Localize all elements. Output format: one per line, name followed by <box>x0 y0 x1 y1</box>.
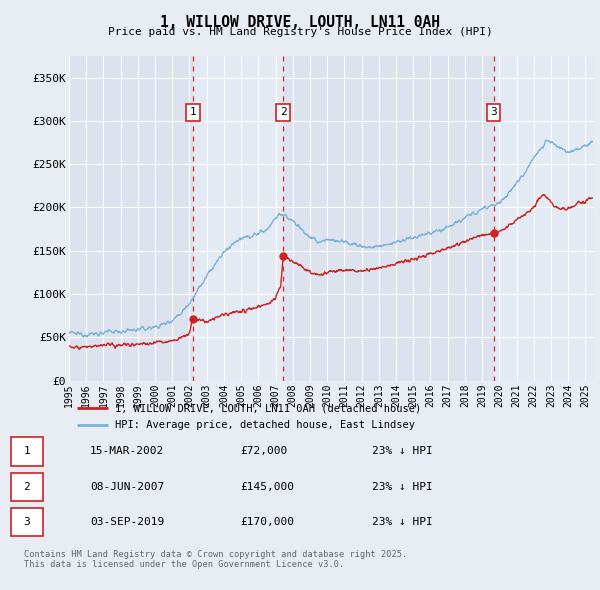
Text: 23% ↓ HPI: 23% ↓ HPI <box>372 517 433 527</box>
Text: Price paid vs. HM Land Registry's House Price Index (HPI): Price paid vs. HM Land Registry's House … <box>107 27 493 37</box>
Text: 1, WILLOW DRIVE, LOUTH, LN11 0AH: 1, WILLOW DRIVE, LOUTH, LN11 0AH <box>160 15 440 30</box>
Bar <box>69 56 193 381</box>
Text: 15-MAR-2002: 15-MAR-2002 <box>90 447 164 456</box>
Bar <box>494 56 594 381</box>
Bar <box>283 56 494 381</box>
Text: 1: 1 <box>190 107 196 117</box>
Text: 1, WILLOW DRIVE, LOUTH, LN11 0AH (detached house): 1, WILLOW DRIVE, LOUTH, LN11 0AH (detach… <box>115 403 422 413</box>
Text: £72,000: £72,000 <box>240 447 287 456</box>
Text: £145,000: £145,000 <box>240 482 294 491</box>
Text: 08-JUN-2007: 08-JUN-2007 <box>90 482 164 491</box>
Text: £170,000: £170,000 <box>240 517 294 527</box>
Text: HPI: Average price, detached house, East Lindsey: HPI: Average price, detached house, East… <box>115 420 415 430</box>
Text: 23% ↓ HPI: 23% ↓ HPI <box>372 482 433 491</box>
Text: 2: 2 <box>23 482 31 491</box>
Text: 3: 3 <box>23 517 31 527</box>
Text: Contains HM Land Registry data © Crown copyright and database right 2025.
This d: Contains HM Land Registry data © Crown c… <box>24 550 407 569</box>
Text: 3: 3 <box>490 107 497 117</box>
Text: 2: 2 <box>280 107 287 117</box>
Text: 1: 1 <box>23 447 31 456</box>
Bar <box>193 56 283 381</box>
Text: 03-SEP-2019: 03-SEP-2019 <box>90 517 164 527</box>
Text: 23% ↓ HPI: 23% ↓ HPI <box>372 447 433 456</box>
